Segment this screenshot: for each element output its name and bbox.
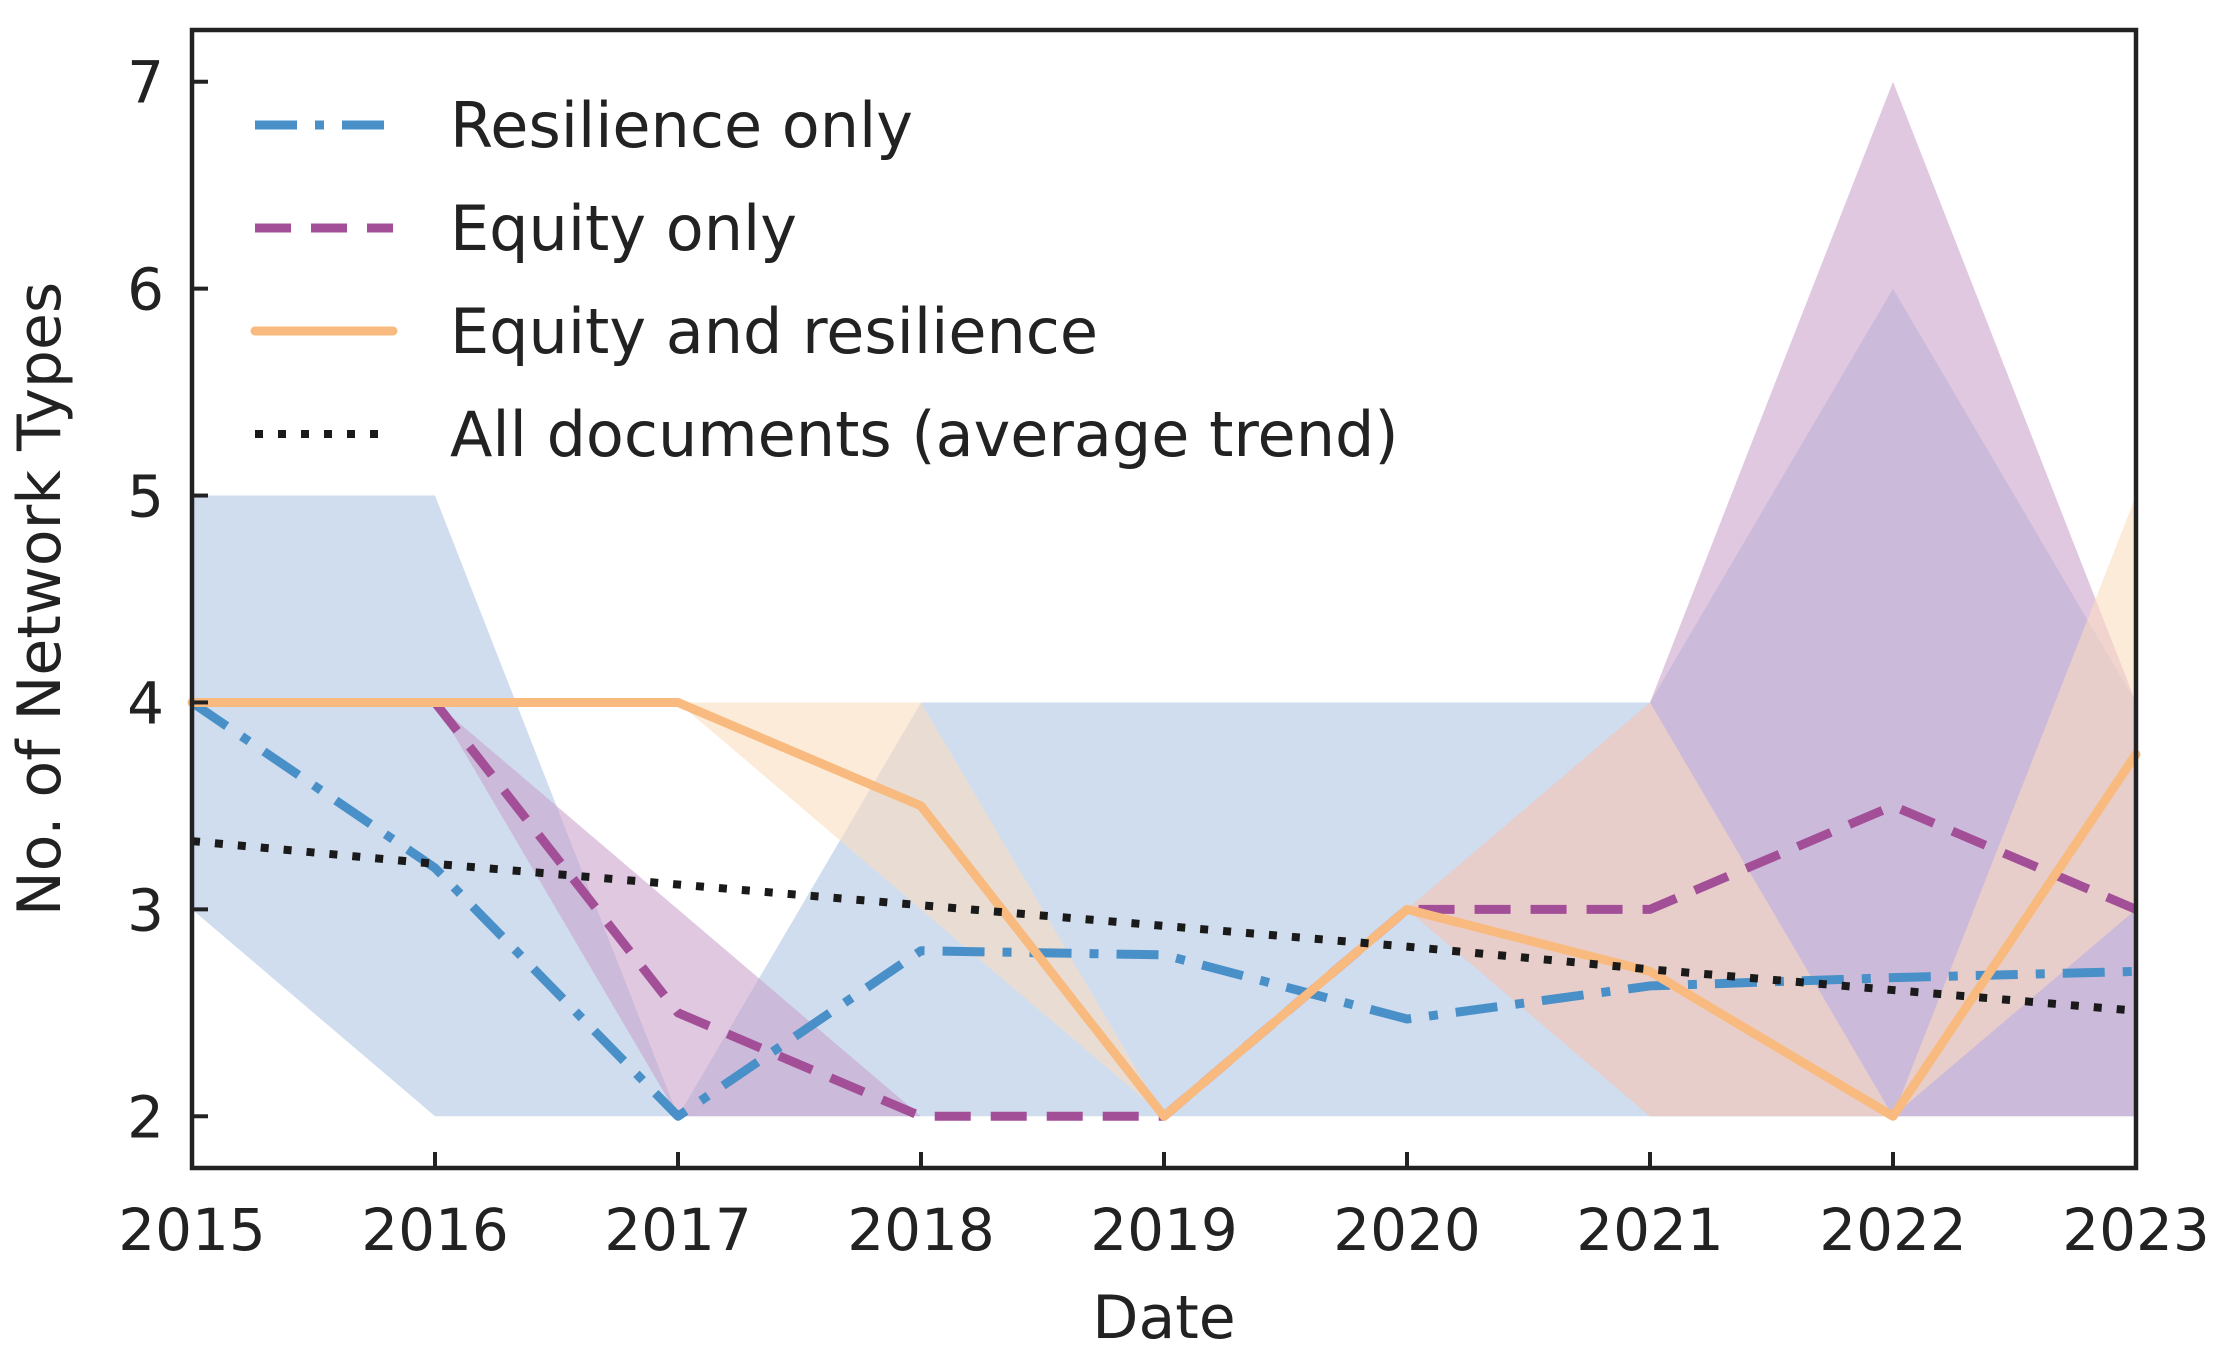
series-lines: [187, 697, 2141, 1121]
legend: Resilience only Equity only Equity and res…: [250, 89, 1399, 471]
y-tick-label: 6: [127, 256, 164, 324]
line-series-2: [431, 699, 2138, 1121]
x-tick-label: 2023: [2062, 1196, 2210, 1264]
y-tick-label: 2: [127, 1083, 164, 1151]
x-tick-label: 2020: [1333, 1196, 1481, 1264]
x-tick-label: 2022: [1819, 1196, 1967, 1264]
y-axis: 2 3 4 5 6 7: [127, 49, 208, 1151]
line-series-1: [189, 698, 2137, 1121]
y-tick-label: 4: [127, 669, 164, 737]
x-tick-label: 2017: [604, 1196, 752, 1264]
y-axis-label: No. of Network Types: [5, 282, 75, 916]
x-tick-label: 2018: [847, 1196, 995, 1264]
y-tick-label: 3: [127, 876, 164, 944]
x-tick-label: 2015: [118, 1196, 266, 1264]
legend-label-4: All documents (average trend): [450, 398, 1399, 471]
line-series-4: [191, 837, 2137, 1015]
x-tick-label: 2019: [1090, 1196, 1238, 1264]
legend-label-3: Equity and resilience: [450, 295, 1098, 368]
band-series-3: [192, 495, 2136, 1117]
x-axis: 2015 2016 2017 2018 2019 2020 2021 2022 2023: [118, 1152, 2210, 1264]
y-tick-label: 5: [127, 463, 164, 531]
x-tick-label: 2016: [361, 1196, 509, 1264]
x-axis-label: Date: [1092, 1283, 1235, 1353]
y-tick-label: 7: [127, 49, 164, 117]
line-series-3: [187, 697, 2141, 1121]
x-tick-label: 2021: [1576, 1196, 1724, 1264]
legend-label-1: Resilience only: [450, 89, 913, 162]
legend-label-2: Equity only: [450, 192, 797, 265]
